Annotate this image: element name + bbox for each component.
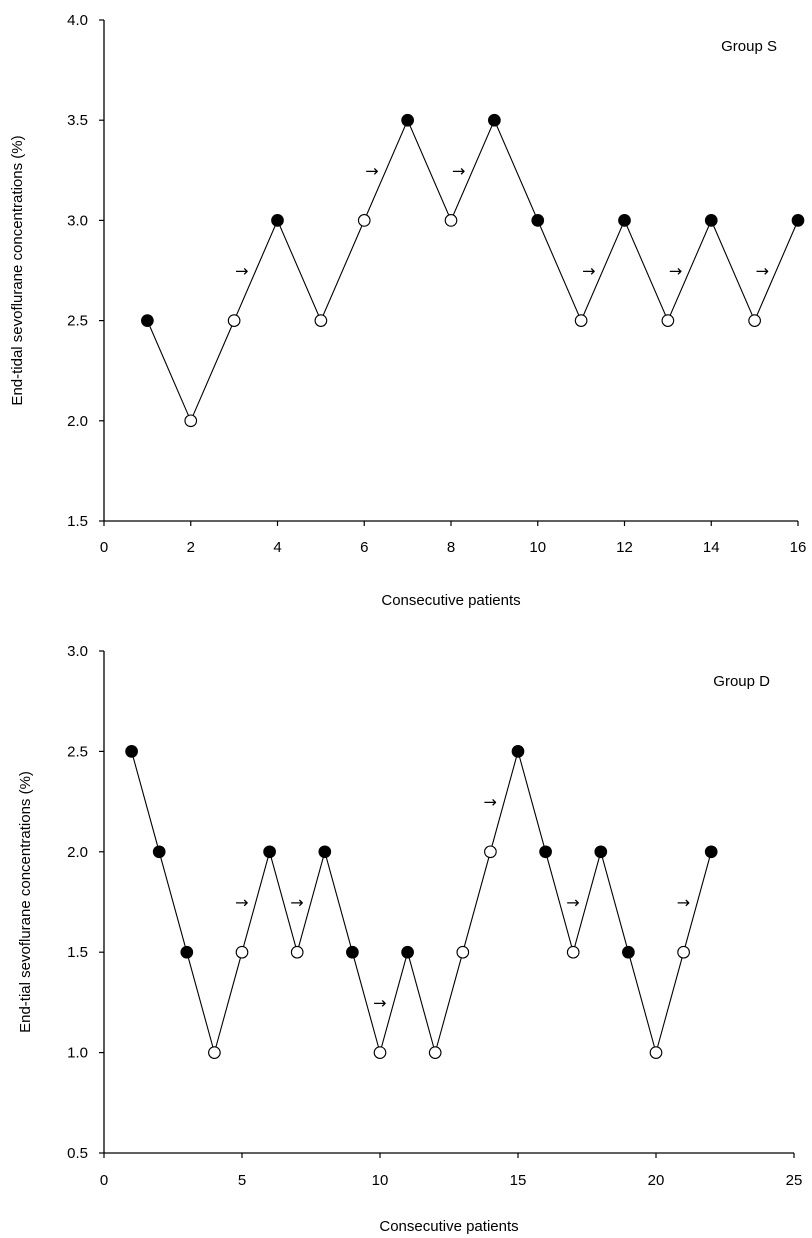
filled-point [531, 214, 545, 227]
x-tick-label: 0 [100, 539, 108, 556]
filled-point [141, 314, 154, 327]
x-tick-label: 15 [510, 1172, 527, 1189]
filled-point [488, 113, 501, 127]
crossover-arrow: → [235, 262, 248, 281]
open-point [208, 1046, 221, 1059]
open-point [566, 945, 580, 959]
y-tick-label: 3.0 [67, 212, 88, 229]
y-axis-title: End-tial sevoflurane concentrations (%) [17, 771, 34, 1033]
filled-point [704, 845, 718, 859]
crossover-arrow: → [677, 893, 690, 912]
open-point [373, 1046, 387, 1059]
filled-point [318, 845, 332, 859]
x-tick-label: 2 [187, 539, 195, 556]
chart-title: Group D [713, 673, 770, 690]
crossover-arrow: → [582, 262, 595, 281]
crossover-arrow: → [756, 262, 769, 281]
x-axis-title: Consecutive patients [381, 592, 520, 609]
open-point [314, 314, 328, 327]
filled-point [152, 845, 166, 859]
y-tick-label: 2.0 [67, 413, 88, 430]
filled-point [791, 214, 805, 227]
y-axis-title: End-tidal sevoflurane concentrations (%) [9, 135, 26, 405]
chart-group-s: Group S Consecutive patients End-tidal s… [9, 12, 806, 609]
x-tick-label: 14 [703, 539, 720, 556]
open-point [649, 1046, 663, 1059]
crossover-arrow: → [235, 893, 248, 912]
x-tick-label: 8 [447, 539, 455, 556]
filled-point [271, 214, 284, 227]
crossover-arrow: → [373, 993, 386, 1012]
open-point [456, 945, 470, 959]
open-point [574, 314, 588, 327]
filled-point [346, 945, 359, 959]
y-tick-label: 2.5 [67, 313, 88, 330]
filled-point [618, 214, 631, 227]
y-tick-label: 1.5 [67, 944, 88, 961]
filled-point [401, 945, 414, 959]
y-tick-label: 3.0 [67, 643, 88, 660]
filled-point [401, 113, 414, 127]
filled-point [511, 745, 525, 758]
filled-point [704, 214, 718, 227]
open-point [677, 945, 690, 959]
crossover-arrow: → [365, 161, 378, 180]
chart-title: Group S [721, 38, 777, 55]
series-line [146, 118, 799, 423]
crossover-arrow: → [290, 893, 303, 912]
crossover-arrow: → [483, 793, 496, 812]
filled-point [180, 945, 194, 959]
open-point [235, 945, 249, 959]
open-point [661, 314, 675, 327]
filled-point [125, 745, 138, 758]
x-tick-label: 4 [273, 539, 281, 556]
x-tick-label: 20 [648, 1172, 665, 1189]
open-point [184, 414, 198, 428]
x-tick-label: 0 [100, 1172, 108, 1189]
filled-point [539, 845, 552, 859]
open-point [748, 314, 761, 327]
y-tick-label: 2.5 [67, 743, 88, 760]
y-tick-label: 1.0 [67, 1045, 88, 1062]
open-point [290, 945, 304, 959]
y-tick-label: 4.0 [67, 12, 88, 29]
filled-point [622, 945, 635, 959]
chart-group-d: Group D Consecutive patients End-tial se… [17, 643, 802, 1235]
open-point [428, 1046, 442, 1059]
crossover-arrow: → [566, 893, 579, 912]
x-tick-label: 5 [238, 1172, 246, 1189]
x-tick-label: 25 [786, 1172, 803, 1189]
series-line [131, 749, 712, 1055]
open-point [357, 214, 371, 227]
y-tick-label: 3.5 [67, 112, 88, 129]
y-tick-label: 1.5 [67, 513, 88, 530]
x-tick-label: 6 [360, 539, 368, 556]
y-tick-label: 2.0 [67, 844, 88, 861]
crossover-arrow: → [669, 262, 682, 281]
y-tick-label: 0.5 [67, 1145, 88, 1162]
x-axis-title: Consecutive patients [379, 1218, 518, 1235]
x-tick-label: 16 [790, 539, 807, 556]
x-tick-label: 12 [616, 539, 633, 556]
open-point [444, 214, 458, 227]
open-point [484, 845, 497, 859]
x-tick-label: 10 [372, 1172, 389, 1189]
open-point [227, 314, 241, 327]
filled-point [263, 845, 276, 859]
crossover-arrow: → [452, 161, 465, 180]
filled-point [594, 845, 608, 859]
x-tick-label: 10 [529, 539, 546, 556]
